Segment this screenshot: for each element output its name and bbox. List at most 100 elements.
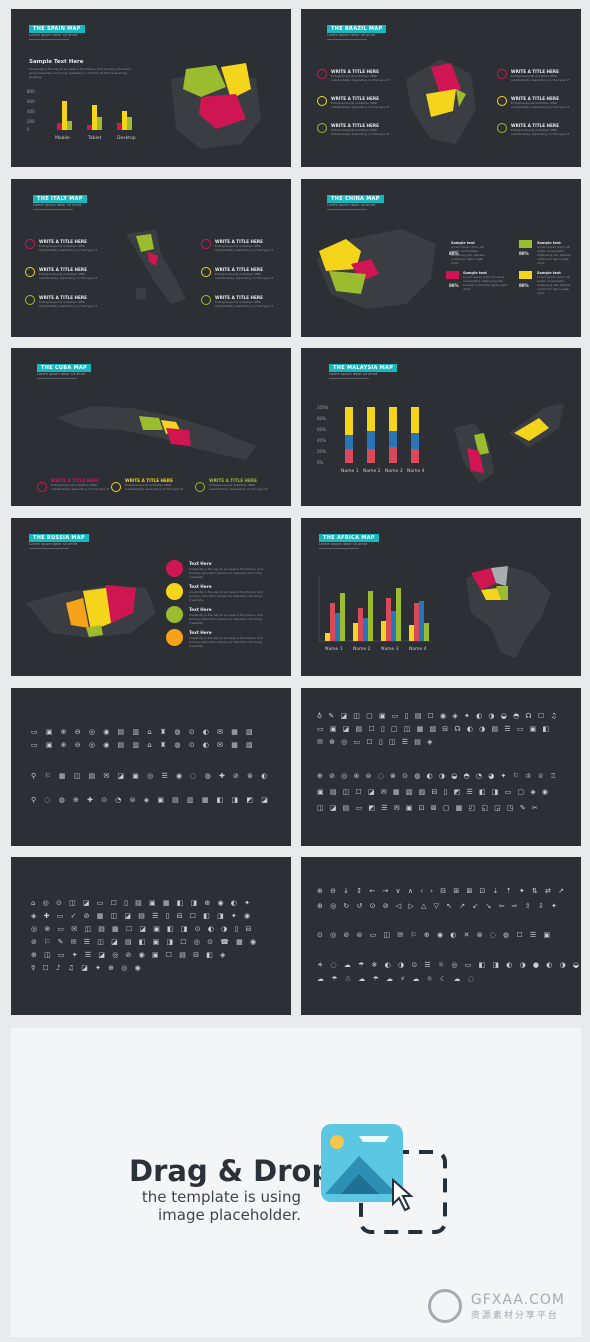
bar (363, 618, 368, 641)
doc-icon (317, 96, 327, 106)
bar-segment (389, 407, 397, 431)
slide-cuba[interactable]: THE CUBA MAP Lorem ipsum dolor sit amet … (11, 348, 291, 506)
item-title: WRITE A TITLE HERE (511, 123, 559, 128)
check-icon (195, 482, 205, 492)
slide-brazil[interactable]: THE BRAZIL MAP Lorem ipsum dolor sit ame… (301, 9, 581, 167)
slide-subtitle: Lorem ipsum dolor sit amet (319, 542, 368, 546)
pause-icon (166, 560, 183, 577)
malaysia-map (454, 403, 564, 483)
tick-label: 400 (27, 109, 35, 114)
slide-russia[interactable]: THE RUSSIA MAP Lorem ipsum dolor sit ame… (11, 518, 291, 676)
slide-title: THE RUSSIA MAP (29, 534, 89, 542)
slide-title: THE BRAZIL MAP (327, 25, 387, 33)
bar-segment (345, 449, 353, 463)
icon-row: ▭ ▣ ◪ ▤ ☐ ▯ ▢ ◫ ▦ ▧ ⊟ ☊ ◐ ◑ ▤ ☰ ▭ ▣ ◧ (317, 725, 552, 733)
sample-label: Sample text (463, 271, 487, 275)
refresh-icon (166, 629, 183, 646)
tick-label: 40% (317, 438, 326, 443)
bar (414, 603, 419, 641)
slide-icons-2[interactable]: ♁ ✎ ◪ ◫ ▢ ▣ ▭ ▯ ▤ ☐ ◉ ◈ ✦ ◐ ◑ ◒ ◓ ☊ ☐ ♫ … (301, 688, 581, 846)
item-body: Entrepreneurial activities differ substa… (331, 101, 390, 109)
slide-italy[interactable]: THE ITALY MAP Lorem ipsum dolor sit amet… (11, 179, 291, 337)
slide-subtitle: Lorem ipsum dolor sit amet (33, 203, 82, 207)
icon-row: ⊕ ⊘ ◎ ⊛ ⊜ ◌ ⊗ ⊙ ◍ ◐ ◑ ◒ ◓ ◔ ◕ ✦ ⚐ ♔ ♕ ♖ (317, 772, 559, 780)
category-label: Name 3 (385, 468, 403, 474)
bar (409, 625, 414, 641)
slide-spain[interactable]: THE SPAIN MAP Lorem ipsum dolor sit amet… (11, 9, 291, 167)
bar-segment (411, 407, 419, 433)
tick-label: 600 (27, 99, 35, 104)
slide-icons-1[interactable]: ▭ ▣ ⊕ ⊖ ◎ ◉ ▤ ▥ ⌂ ♜ ◍ ⊙ ◐ ✉ ▦ ▧ ▭ ▣ ⊕ ⊖ … (11, 688, 291, 846)
doc-icon (166, 583, 183, 600)
item-title: WRITE A TITLE HERE (331, 96, 379, 101)
item-title: WRITE A TITLE HERE (125, 478, 173, 483)
item-title: WRITE A TITLE HERE (215, 239, 263, 244)
icon-row: ⊘ ⚐ ✎ ✉ ☰ ◫ ◪ ▤ ◧ ▣ ◨ ☐ ◎ ⊙ ☎ ▦ ◉ (31, 938, 259, 946)
bar (62, 101, 67, 130)
bar-segment (367, 431, 375, 449)
item-title: WRITE A TITLE HERE (331, 123, 379, 128)
item-body: Creativity is the key to success in the … (189, 567, 263, 579)
item-title: WRITE A TITLE HERE (215, 295, 263, 300)
bar (353, 623, 358, 641)
bar (419, 601, 424, 641)
item-body: Entrepreneurial activities differ substa… (51, 483, 110, 491)
icon-row: ⚲ ◌ ◍ ⊕ ✚ ⊙ ◔ ⊜ ◈ ▣ ▤ ▥ ▦ ◧ ◨ ◩ ◪ (31, 796, 271, 804)
slide-china[interactable]: THE CHINA MAP Lorem ipsum dolor sit amet… (301, 179, 581, 337)
slide-icons-4[interactable]: ⊕ ⊖ ↓ ↕ ← → ∨ ∧ ‹ › ⊟ ⊞ ⊠ ⊡ ⇣ ⇡ ✦ ⇅ ⇄ ↗ … (301, 857, 581, 1015)
bar (122, 111, 127, 130)
slide-subtitle: Lorem ipsum dolor sit amet (327, 33, 376, 37)
doc-icon (25, 267, 35, 277)
item-body: Entrepreneurial activities differ substa… (511, 74, 570, 82)
slide-icons-3[interactable]: ⌂ ◎ ⊙ ◫ ◪ ▭ ☐ ▯ ▤ ▣ ▦ ◧ ◨ ⊕ ◉ ◐ ✦ ◈ ✚ ▭ … (11, 857, 291, 1015)
grouped-bar-chart: Name 1 Name 2 Name 3 Name 4 (318, 577, 433, 652)
item-title: WRITE A TITLE HERE (511, 96, 559, 101)
spain-map (171, 63, 261, 149)
category-label: Name 1 (325, 646, 343, 652)
item-body: Entrepreneurial activities differ substa… (215, 300, 274, 308)
item-body: Entrepreneurial activities differ substa… (215, 244, 274, 252)
drag-drop-line1: the template is using (141, 1188, 301, 1206)
slide-subtitle: Lorem ipsum dolor sit amet (29, 542, 78, 546)
pin-icon (201, 239, 211, 249)
drag-drop-panel: Drag & Drop the template is using image … (11, 1028, 581, 1337)
item-body: Entrepreneurial activities differ substa… (209, 483, 268, 491)
icon-row: ⚲ ⚐ ▦ ◫ ▤ ✉ ◪ ▣ ◎ ☰ ◉ ◌ ◍ ✚ ⊘ ⊛ ◐ (31, 772, 271, 780)
pin-icon (37, 482, 47, 492)
bar (396, 588, 401, 641)
sample-label: Sample text (537, 241, 561, 245)
bar-segment (411, 433, 419, 449)
bar (87, 125, 92, 130)
bar (391, 611, 396, 641)
watermark-logo-icon (427, 1289, 462, 1323)
category-label: Name 3 (381, 646, 399, 652)
item-body: Creativity is the key to success in the … (189, 613, 263, 625)
item-title: Text Here (189, 561, 212, 566)
doc-icon (497, 96, 507, 106)
check-icon (497, 123, 507, 133)
bar (57, 123, 62, 130)
icon-row: ⊕ ◎ ↻ ↺ ⊙ ⊘ ◁ ▷ △ ▽ ↖ ↗ ↙ ↘ ⇦ ⇨ ⇧ ⇩ ✦ (317, 902, 560, 910)
bar (424, 623, 429, 641)
item-body: Entrepreneurial activities differ substa… (125, 483, 184, 491)
slide-malaysia[interactable]: THE MALAYSIA MAP Lorem ipsum dolor sit a… (301, 348, 581, 506)
watermark-tagline: 资源素材分享平台 (470, 1310, 559, 1321)
item-body: Entrepreneurial activities differ substa… (39, 244, 98, 252)
slide-subtitle: Lorem ipsum dolor sit amet (327, 203, 376, 207)
bar (127, 117, 132, 130)
icon-row: ◎ ⊕ ▭ ✉ ◫ ▤ ▦ ☐ ◪ ▣ ◧ ◨ ⊙ ◐ ◑ ▯ ⊟ (31, 925, 254, 933)
sample-body: Lorem ipsum dolor sit amet, consectetur … (451, 245, 486, 265)
category-label: Tablet (87, 135, 102, 141)
italy-map (126, 229, 186, 304)
bar (335, 613, 340, 641)
slide-title: THE ITALY MAP (33, 195, 87, 203)
item-body: Entrepreneurial activities differ substa… (511, 101, 570, 109)
cuba-map (56, 406, 256, 460)
slide-africa[interactable]: THE AFRICA MAP Lorem ipsum dolor sit ame… (301, 518, 581, 676)
bar (358, 608, 363, 641)
sample-label: Sample text (537, 271, 561, 275)
icon-row: ⌂ ◎ ⊙ ◫ ◪ ▭ ☐ ▯ ▤ ▣ ▦ ◧ ◨ ⊕ ◉ ◐ ✦ (31, 899, 253, 907)
bar (368, 591, 373, 641)
item-title: WRITE A TITLE HERE (51, 478, 99, 483)
icon-row: ☁ ☂ ☃ ☁ ☂ ☁ ⚡ ☁ ☼ ☾ ☁ ◌ (317, 975, 477, 983)
